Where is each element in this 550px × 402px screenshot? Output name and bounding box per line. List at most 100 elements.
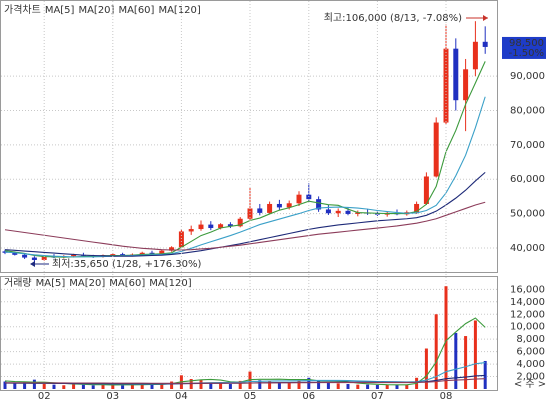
volume-bar <box>454 332 458 389</box>
candle-body <box>198 224 204 230</box>
volume-panel <box>0 276 498 391</box>
legend-entry: MA[120] <box>149 278 191 289</box>
volume-bar <box>111 384 115 389</box>
volume-bar <box>62 385 66 389</box>
volume-bar <box>287 382 291 389</box>
ma-line <box>4 61 486 258</box>
candle-body <box>159 250 165 254</box>
volume-bar <box>219 383 223 389</box>
legend-entry: MA[5] <box>45 5 75 16</box>
volume-bar <box>268 380 272 389</box>
candle-body <box>188 229 194 232</box>
candle-body <box>276 203 282 208</box>
volume-bar <box>395 384 399 389</box>
candle-body <box>31 257 37 260</box>
candle-body <box>237 218 243 227</box>
candle-body <box>453 48 459 101</box>
y-tick-label: 10,000 <box>510 322 545 333</box>
volume-bar <box>424 348 428 389</box>
unit-label: < 주 > <box>514 379 546 390</box>
candle-body <box>41 256 47 260</box>
ma-line <box>4 171 486 257</box>
candle-body <box>296 194 302 204</box>
y-tick-label: 16,000 <box>510 284 545 295</box>
y-tick-label: 4,000 <box>516 359 545 370</box>
candle-body <box>355 212 361 214</box>
volume-bar <box>375 384 379 389</box>
volume-bar <box>238 380 242 389</box>
volume-bar <box>150 384 154 389</box>
candle-body <box>208 224 214 229</box>
volume-bar <box>464 336 468 389</box>
volume-bar <box>209 382 213 389</box>
volume-bar <box>199 379 203 389</box>
candle-body <box>22 254 28 258</box>
x-tick-label: 06 <box>302 391 315 402</box>
low-annotation: 최저:35,650 (1/28, +176.30%) <box>52 258 202 270</box>
volume-bar <box>307 377 311 389</box>
volume-bar <box>3 381 7 389</box>
volume-bar <box>336 383 340 389</box>
legend-entry: MA[5] <box>36 278 66 289</box>
y-tick-label: 70,000 <box>510 140 545 151</box>
arrow-head <box>483 15 488 21</box>
candle-body <box>316 199 322 210</box>
legend-entry: MA[20] <box>69 278 105 289</box>
high-annotation: 최고:106,000 (8/13, -7.08%) <box>324 12 462 24</box>
candle-body <box>71 254 77 257</box>
volume-bar <box>356 384 360 389</box>
y-tick-label: 40,000 <box>510 243 545 254</box>
volume-bar <box>42 384 46 389</box>
y-tick-label: 2,000 <box>516 372 545 383</box>
ma-line <box>4 96 486 258</box>
volume-bar <box>81 384 85 389</box>
candle-body <box>463 69 469 101</box>
volume-bar <box>434 314 438 389</box>
x-tick-label: 02 <box>38 391 51 402</box>
price-panel <box>0 0 498 273</box>
volume-bar <box>317 380 321 389</box>
candle-body <box>218 224 224 229</box>
legend-entry: MA[60] <box>118 5 154 16</box>
volume-bar <box>160 383 164 389</box>
legend-title: 가격차트 <box>4 3 41 16</box>
candle-body <box>423 176 429 204</box>
y-tick-label: 8,000 <box>516 334 545 345</box>
candle-body <box>12 252 18 255</box>
candle-body <box>482 41 488 47</box>
volume-bar <box>13 383 17 389</box>
volume-bar <box>473 320 477 389</box>
legend-entry: MA[60] <box>109 278 145 289</box>
volume-bar <box>366 384 370 389</box>
volume-bar <box>23 382 27 389</box>
volume-bar <box>170 381 174 389</box>
volume-bar <box>277 382 281 389</box>
last-change: -1.50% <box>509 48 544 59</box>
volume-bar <box>297 380 301 389</box>
candle-body <box>169 247 175 251</box>
last-price: 98,500 <box>509 38 544 49</box>
candle-body <box>149 252 155 254</box>
volume-bar <box>140 384 144 389</box>
candle-body <box>414 203 420 213</box>
candle-body <box>110 254 116 256</box>
volume-bar <box>228 384 232 389</box>
volume-bar <box>248 371 252 389</box>
x-tick-label: 03 <box>106 391 119 402</box>
x-tick-label: 05 <box>244 391 257 402</box>
candle-body <box>335 210 341 214</box>
volume-bar <box>346 384 350 389</box>
candle-body <box>345 210 351 214</box>
volume-bar <box>52 384 56 389</box>
volume-bar <box>326 382 330 389</box>
y-tick-label: 50,000 <box>510 209 545 220</box>
volume-bar <box>91 385 95 389</box>
price-box <box>502 36 546 59</box>
legend-entry: MA[20] <box>78 5 114 16</box>
volume-bar <box>444 286 448 389</box>
candle-body <box>286 203 292 208</box>
volume-bar <box>72 383 76 389</box>
candle-body <box>139 252 145 255</box>
